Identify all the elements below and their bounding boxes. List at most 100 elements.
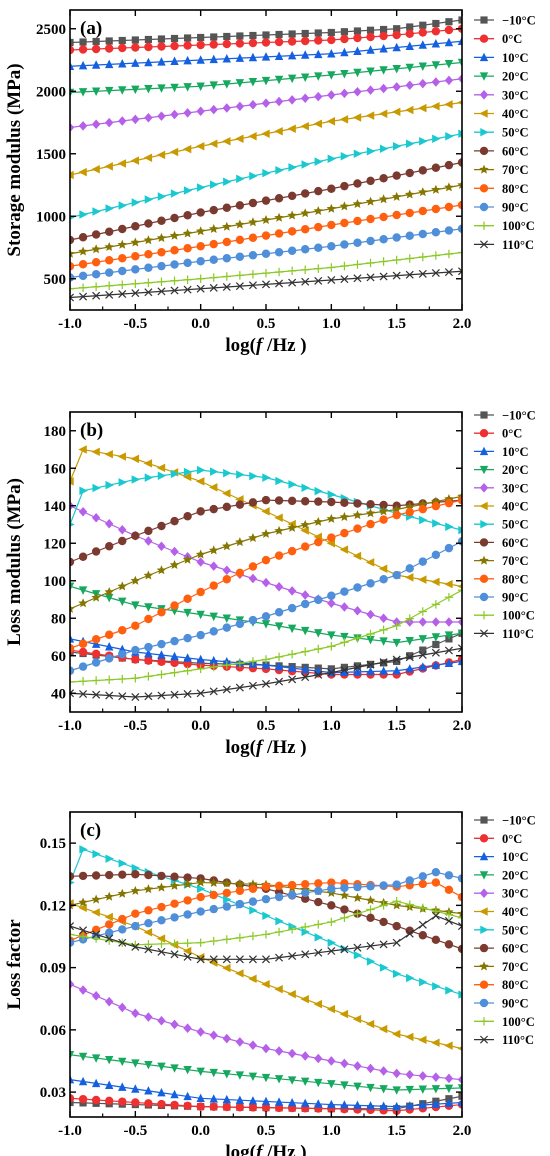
data-point: [131, 475, 141, 484]
data-point: [444, 658, 454, 667]
data-point: [353, 662, 362, 670]
data-point: [183, 1091, 192, 1101]
data-point: [301, 590, 310, 600]
data-point: [131, 1059, 140, 1068]
data-point: [184, 34, 192, 42]
data-point: [118, 536, 127, 546]
y-tick-label: 2000: [36, 84, 66, 100]
data-point: [118, 116, 127, 126]
data-point: [183, 83, 192, 92]
data-point: [274, 248, 284, 257]
data-point: [327, 1080, 336, 1089]
data-point: [405, 254, 414, 263]
data-point: [353, 583, 362, 592]
data-point: [157, 84, 166, 93]
x-tick-label: 2.0: [453, 1123, 472, 1139]
data-point: [118, 925, 127, 934]
data-point: [248, 562, 258, 571]
data-point: [432, 134, 441, 143]
legend-label: 90°C: [502, 201, 529, 215]
data-point: [288, 30, 296, 38]
data-point: [378, 194, 389, 204]
data-point: [340, 528, 349, 538]
data-point: [431, 867, 441, 877]
data-point: [301, 277, 310, 286]
data-point: [274, 551, 284, 560]
data-point: [248, 955, 257, 964]
data-point: [392, 65, 401, 74]
data-point: [340, 275, 349, 284]
data-point: [353, 909, 362, 918]
data-point: [301, 73, 310, 82]
data-point: [91, 547, 101, 556]
legend-label: 90°C: [502, 591, 529, 605]
data-point: [314, 886, 323, 896]
data-point: [326, 203, 337, 213]
data-point: [261, 882, 271, 891]
data-point: [314, 222, 323, 232]
data-point: [170, 601, 179, 610]
data-point: [301, 626, 310, 636]
data-point: [170, 1100, 179, 1110]
data-point: [457, 180, 462, 190]
data-point: [105, 518, 114, 529]
data-point: [118, 1057, 127, 1067]
data-point: [131, 645, 140, 655]
data-point: [327, 35, 336, 45]
x-tick-label: 1.0: [322, 1123, 341, 1139]
data-point: [105, 675, 114, 684]
series-9: [70, 200, 462, 271]
data-point: [209, 612, 218, 622]
data-point: [404, 189, 415, 199]
legend-marker: [479, 52, 489, 62]
data-point: [131, 909, 140, 918]
data-point: [392, 621, 401, 630]
legend-label: 100°C: [502, 609, 535, 623]
legend-label: 60°C: [502, 144, 529, 158]
data-point: [392, 921, 401, 931]
data-point: [301, 888, 310, 898]
data-point: [182, 228, 193, 238]
series-group: [70, 16, 462, 302]
data-point: [457, 908, 462, 918]
data-point: [301, 542, 310, 551]
data-point: [431, 617, 441, 627]
data-point: [248, 251, 258, 260]
data-point: [300, 526, 309, 535]
data-point: [418, 1071, 427, 1081]
data-point: [157, 541, 166, 552]
data-point: [314, 933, 323, 942]
data-point: [327, 631, 336, 640]
data-point: [301, 93, 310, 104]
data-point: [340, 587, 349, 596]
data-point: [406, 139, 415, 148]
data-point: [366, 214, 375, 224]
data-point: [287, 880, 297, 890]
data-point: [196, 106, 205, 117]
data-point: [92, 291, 101, 300]
data-point: [418, 662, 427, 671]
data-point: [222, 935, 231, 944]
data-point: [157, 248, 166, 257]
data-point: [379, 212, 388, 222]
data-point: [78, 45, 88, 54]
data-point: [274, 51, 284, 60]
data-point: [236, 174, 245, 184]
legend-marker: [479, 202, 489, 212]
data-point: [170, 913, 179, 922]
data-point: [157, 277, 166, 286]
data-point: [248, 38, 258, 48]
data-point: [314, 486, 323, 496]
data-point: [274, 1103, 284, 1113]
data-point: [301, 160, 310, 169]
data-point: [379, 1066, 388, 1076]
data-point: [314, 276, 323, 285]
data-point: [222, 137, 231, 146]
data-point: [248, 78, 258, 87]
data-point: [274, 96, 284, 107]
data-point: [379, 613, 388, 624]
data-point: [70, 522, 75, 527]
data-point: [170, 83, 179, 93]
data-point: [170, 286, 179, 295]
data-point: [144, 614, 153, 624]
